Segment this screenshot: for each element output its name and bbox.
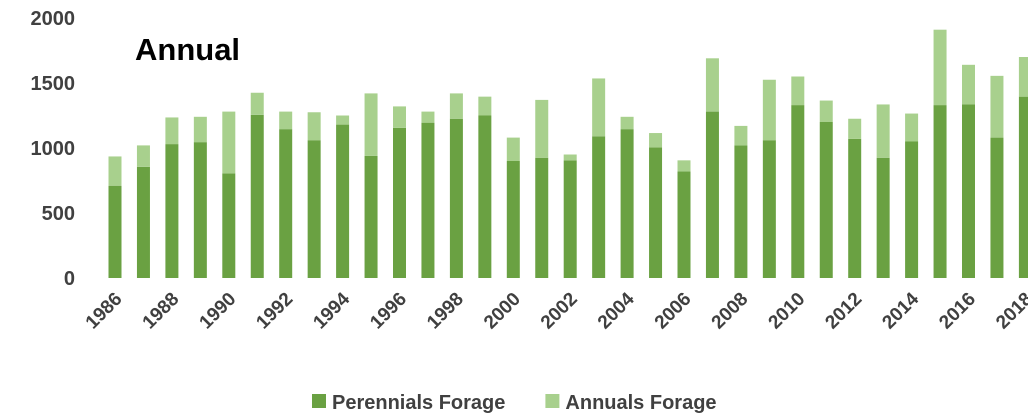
bar-segment [478,115,492,278]
bar-segment [165,144,179,278]
x-tick-label: 1994 [309,288,354,333]
bar-segment [364,93,378,156]
bar-segment [933,29,947,106]
bar-segment [108,156,122,186]
bar-segment [279,129,293,278]
chart-title: Annual [135,32,240,67]
x-tick-label: 2008 [708,289,753,334]
bar-segment [563,160,577,278]
bar-segment [165,117,179,145]
bar-segment [222,111,236,174]
bar-segment [393,127,406,278]
bar-segment [649,133,663,148]
bar-segment [108,185,122,278]
bar-segment [307,140,321,278]
legend-label: Annuals Forage [565,392,716,414]
x-tick-label: 2010 [765,289,810,334]
bar-segment [762,79,776,141]
bar-segment [336,115,350,125]
bar-segment [279,111,293,130]
bar-segment [791,76,805,106]
bar-segment [848,138,862,278]
bar-segment [535,157,549,278]
bar-segment [620,116,634,130]
x-tick-label: 2014 [878,288,923,333]
bar-segment [848,118,862,139]
bar-segment [819,100,833,122]
bar-segment [449,93,463,119]
bar-segment [421,122,435,279]
bar-segment [506,161,520,278]
x-tick-label: 1996 [366,289,411,334]
bar-segment [649,147,663,278]
bar-segment [819,122,833,278]
bar-segment [364,155,378,278]
bar-segment [876,104,890,158]
bar-segment [193,116,207,143]
bar-segment [449,118,463,278]
bar-segment [876,157,890,278]
x-tick-label: 2006 [651,289,696,334]
x-tick-label: 1998 [423,289,468,334]
bar-segment [905,141,919,278]
bar-segment [962,64,975,105]
bar-segment [222,173,236,278]
bar-segment [307,112,321,141]
bar-segment [136,145,150,167]
x-tick-label: 2018 [992,289,1028,334]
bar-segment [990,75,1004,138]
y-tick-label: 1500 [31,73,76,95]
bar-segment [506,137,520,161]
bar-segment [250,114,264,278]
bar-segment [962,104,975,278]
bar-segment [421,111,435,123]
bar-segment [705,111,719,278]
bar-segment [705,58,719,112]
bar-segment [620,129,634,278]
bar-segment [535,99,549,158]
bar-segment [933,105,947,278]
x-tick-label: 1990 [196,289,241,334]
bar-segment [762,140,776,278]
legend-swatch [545,394,560,408]
x-tick-label: 2016 [935,289,980,334]
x-tick-label: 1992 [252,289,297,334]
y-tick-label: 0 [64,268,75,290]
bar-segment [193,142,207,278]
bar-segment [1018,57,1028,97]
bar-segment [250,92,264,115]
bar-segment [677,160,691,172]
bar-segment [734,125,748,146]
x-tick-label: 2012 [821,289,866,334]
bar-segment [592,136,606,278]
x-tick-label: 2002 [537,289,582,334]
bar-segment [136,166,150,278]
x-tick-label: 1986 [82,289,127,334]
bar-segment [336,124,350,278]
bar-segment [478,96,492,116]
bar-segment [393,106,406,128]
bar-segment [1018,96,1028,279]
x-tick-label: 1988 [139,289,184,334]
bar-segment [990,137,1004,278]
bar-segment [677,171,691,278]
legend-swatch [312,394,326,408]
bar-segment [734,145,748,278]
y-tick-label: 1000 [31,138,76,160]
bar-segment [563,154,577,161]
y-tick-label: 2000 [31,8,76,30]
bar-segment [791,105,805,278]
x-tick-label: 2000 [480,289,525,334]
y-tick-label: 500 [42,203,75,225]
x-tick-label: 2004 [594,288,639,333]
bar-segment [592,78,606,137]
bar-segment [905,113,919,142]
legend-label: Perennials Forage [332,392,505,414]
